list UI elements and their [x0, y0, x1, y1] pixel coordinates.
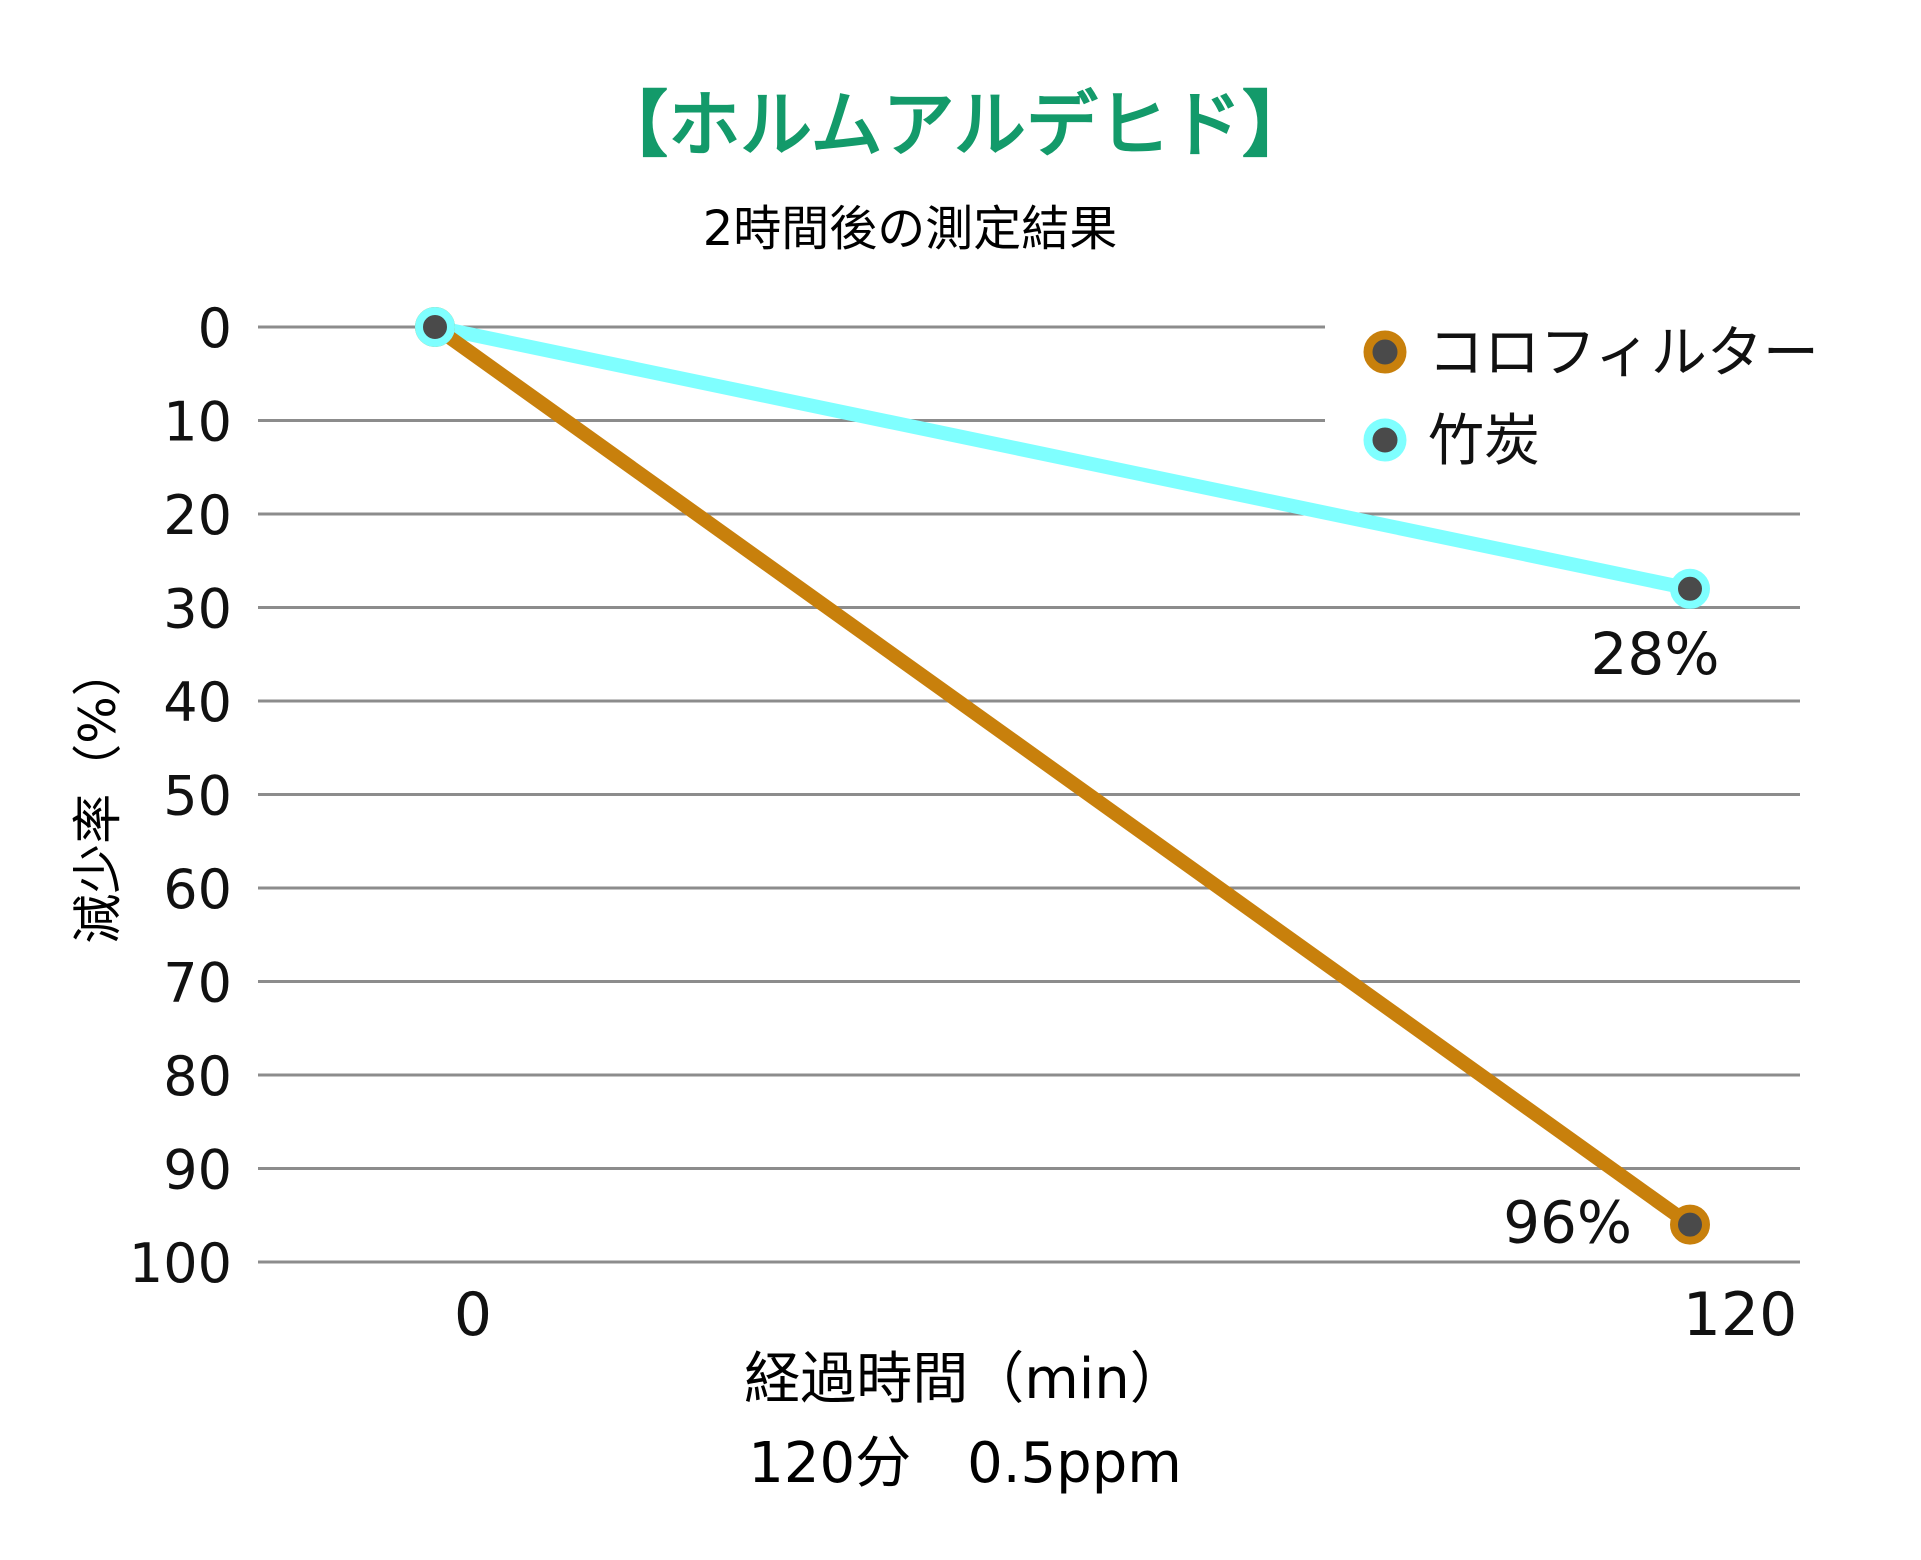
series-line-1: [428, 320, 1697, 596]
data-labels: 96% 28%: [1503, 620, 1719, 1257]
series-line-0: [428, 320, 1697, 1232]
x-tick-label: 0: [454, 1280, 492, 1350]
y-tick-label: 30: [163, 578, 232, 641]
y-tick-label: 0: [198, 297, 232, 360]
y-tick-label: 60: [163, 858, 232, 921]
series-markers: [415, 307, 1710, 1245]
y-tick-label: 10: [163, 391, 232, 454]
y-tick-label: 20: [163, 484, 232, 547]
data-label: 28%: [1591, 620, 1720, 688]
x-axis-label: 経過時間（min）: [744, 1347, 1186, 1412]
series-lines: [428, 320, 1697, 1232]
legend-label: コロフィルター: [1428, 321, 1819, 386]
y-tick-labels: 0 10 20 30 40 50 60 70 80 90 100: [129, 297, 232, 1295]
legend-marker: [1363, 418, 1407, 462]
chart-subtitle: 2時間後の測定結果: [703, 201, 1118, 257]
data-point: [1670, 1204, 1710, 1245]
x-tick-labels: 0 120: [454, 1280, 1797, 1350]
gridlines: [258, 325, 1800, 1264]
y-tick-label: 50: [163, 765, 232, 828]
x-axis-sublabel: 120分 0.5ppm: [748, 1431, 1182, 1496]
y-tick-label: 40: [163, 671, 232, 734]
chart-title: 【ホルムアルデヒド】: [596, 83, 1314, 167]
data-point: [415, 307, 455, 347]
data-point: [1670, 568, 1710, 609]
y-tick-label: 70: [163, 952, 232, 1015]
data-label: 96%: [1503, 1189, 1632, 1257]
legend-label: 竹炭: [1428, 409, 1540, 474]
x-tick-label: 120: [1683, 1280, 1798, 1350]
y-tick-label: 100: [129, 1232, 232, 1295]
y-tick-label: 90: [163, 1139, 232, 1202]
y-axis-label: 減少率（%）: [69, 646, 127, 944]
y-tick-label: 80: [163, 1045, 232, 1108]
legend-marker: [1363, 330, 1407, 374]
